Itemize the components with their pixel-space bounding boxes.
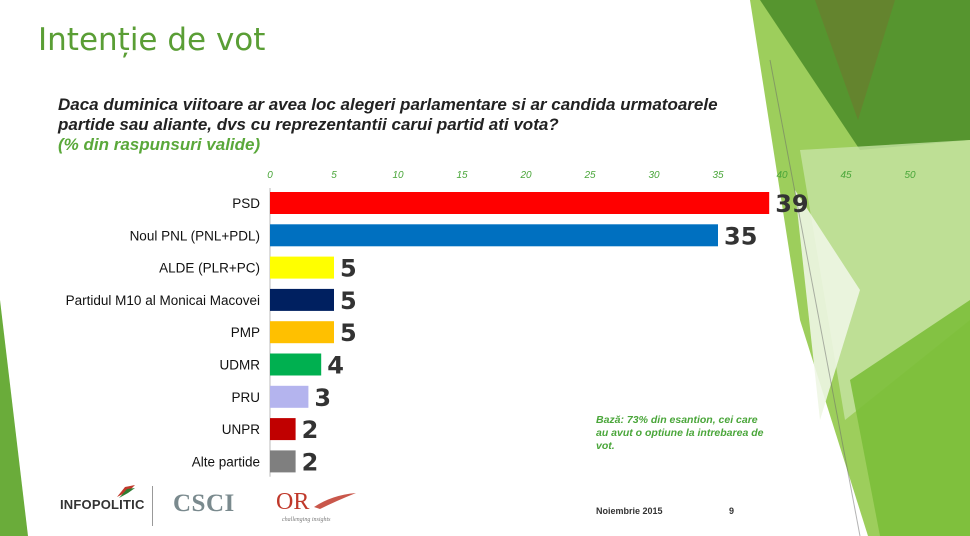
logo-separator — [152, 486, 153, 526]
bar-5 — [270, 353, 322, 376]
or-logo: OR — [276, 489, 310, 515]
survey-question: Daca duminica viitoare ar avea loc alege… — [58, 95, 778, 155]
bar-1 — [270, 224, 718, 247]
category-label: Partidul M10 al Monicai Macovei — [66, 293, 260, 308]
or-swoosh-icon — [314, 493, 356, 509]
data-label: 2 — [302, 448, 319, 476]
csci-logo: CSCI — [173, 490, 235, 517]
category-label: PSD — [232, 196, 260, 211]
data-label: 3 — [314, 384, 331, 412]
right-white-shape — [795, 190, 860, 420]
x-tick-label: 10 — [392, 170, 404, 181]
data-label: 4 — [327, 352, 344, 380]
x-tick-label: 20 — [519, 170, 532, 181]
infopolitic-logo: INFOPOLITIC — [60, 497, 145, 512]
bar-2 — [270, 256, 334, 279]
data-label: 5 — [340, 319, 357, 347]
x-tick-label: 0 — [267, 170, 273, 181]
or-tagline: challenging insights — [282, 517, 331, 523]
question-subtitle: (% din raspunsuri valide) — [58, 135, 261, 154]
category-label: PRU — [231, 390, 260, 405]
bar-0 — [270, 192, 770, 214]
x-tick-label: 40 — [776, 170, 788, 181]
footer-date: Noiembrie 2015 — [596, 506, 663, 516]
x-tick-label: 5 — [331, 170, 337, 181]
bar-3 — [270, 288, 334, 311]
data-label: 5 — [340, 287, 357, 315]
x-tick-label: 25 — [583, 170, 596, 181]
x-tick-label: 50 — [904, 170, 916, 181]
data-label: 35 — [724, 222, 757, 250]
x-tick-label: 30 — [648, 170, 660, 181]
bar-8 — [270, 450, 296, 473]
category-label: UDMR — [220, 358, 261, 373]
question-text: Daca duminica viitoare ar avea loc alege… — [58, 95, 718, 134]
right-bottom-shape — [850, 300, 970, 536]
bar-6 — [270, 385, 309, 408]
category-label: UNPR — [222, 422, 261, 437]
slide-title: Intenție de vot — [38, 22, 266, 58]
page-number: 9 — [729, 506, 735, 516]
infopolitic-flag-icon — [117, 485, 135, 498]
x-tick-label: 15 — [456, 170, 468, 181]
data-label: 5 — [340, 255, 357, 283]
bar-4 — [270, 321, 334, 344]
category-label: ALDE (PLR+PC) — [159, 261, 260, 276]
data-label: 39 — [775, 190, 808, 218]
x-tick-label: 35 — [712, 170, 724, 181]
bar-7 — [270, 418, 296, 441]
right-olive-shape — [815, 0, 895, 120]
base-note: Bază: 73% din esantion, cei care au avut… — [596, 414, 764, 452]
x-tick-label: 45 — [840, 170, 852, 181]
data-label: 2 — [302, 416, 319, 444]
category-label: Alte partide — [192, 454, 260, 469]
decor-line — [769, 59, 861, 536]
category-label: PMP — [231, 325, 260, 340]
left-green-shape — [0, 300, 28, 536]
category-label: Noul PNL (PNL+PDL) — [130, 228, 260, 243]
